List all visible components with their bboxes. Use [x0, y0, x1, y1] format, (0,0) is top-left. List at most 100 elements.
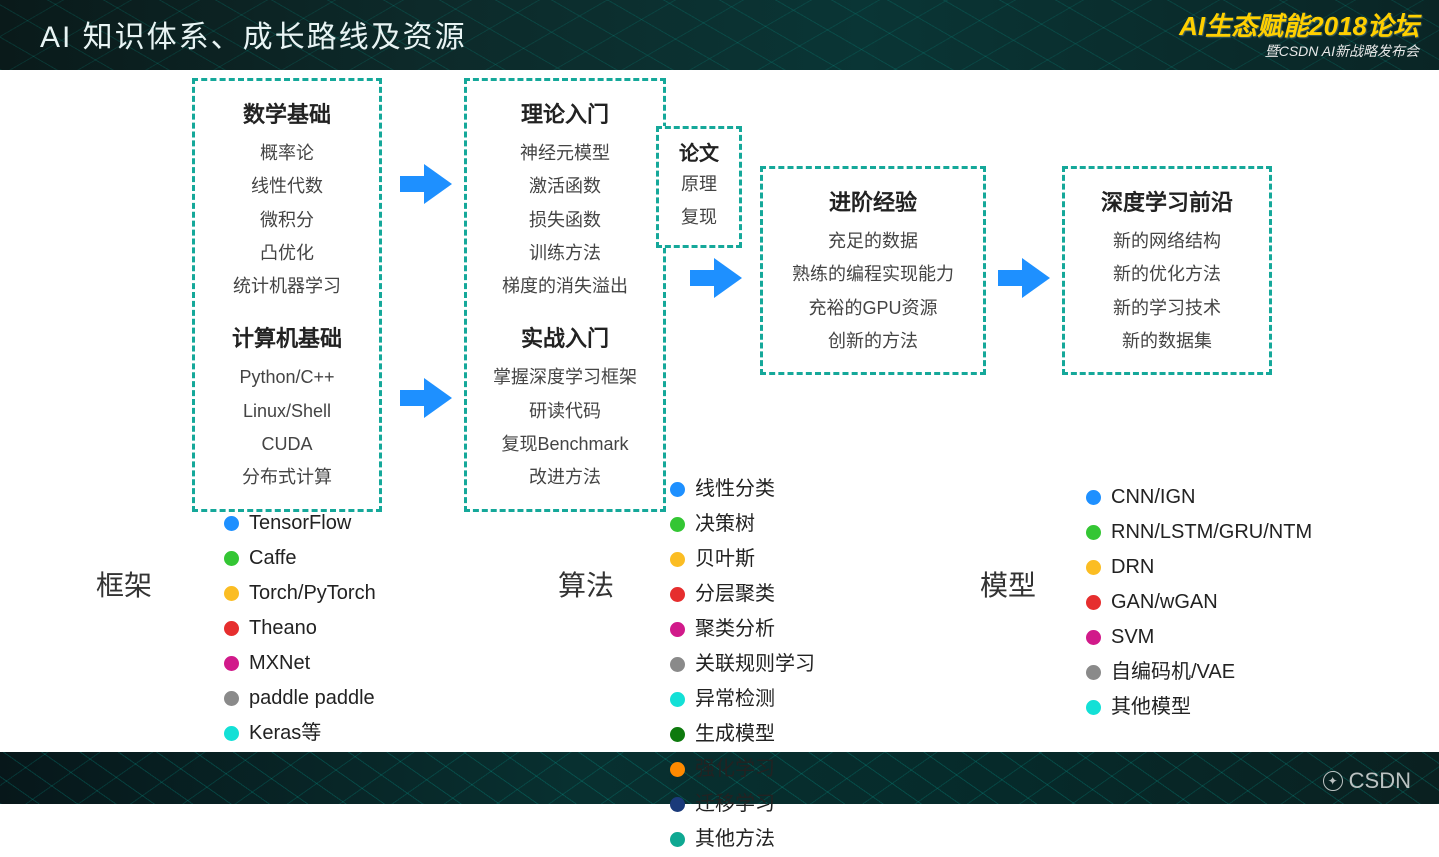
bullet-row: 决策树 [670, 507, 815, 542]
box-item: 训练方法 [493, 237, 637, 270]
box-item: 损失函数 [493, 204, 637, 237]
bullet-dot [670, 482, 685, 497]
bullet-text: 决策树 [695, 507, 755, 542]
bullet-text: GAN/wGAN [1111, 585, 1218, 620]
box-items: Python/C++Linux/ShellCUDA分布式计算 [221, 361, 353, 494]
box-items: 原理复现 [669, 168, 729, 235]
bullet-dot [1086, 490, 1101, 505]
bullet-row: 强化学习 [670, 752, 815, 787]
box-item: 激活函数 [493, 170, 637, 203]
bullet-dot [1086, 595, 1101, 610]
bullet-dot [670, 832, 685, 847]
box-item: 充裕的GPU资源 [789, 292, 957, 325]
box-item: Python/C++ [221, 361, 353, 394]
section-label-frameworks: 框架 [96, 564, 152, 604]
bullet-row: 线性分类 [670, 472, 815, 507]
bullet-row: 聚类分析 [670, 612, 815, 647]
wechat-icon: ✦ [1323, 771, 1343, 791]
box-paper: 论文 原理复现 [656, 126, 742, 248]
box-items: 概率论线性代数微积分凸优化统计机器学习 [221, 137, 353, 303]
bullet-text: MXNet [249, 646, 310, 681]
bullet-text: SVM [1111, 620, 1154, 655]
bullet-text: 自编码机/VAE [1111, 655, 1235, 690]
bullet-row: 其他模型 [1086, 690, 1312, 725]
bullet-dot [1086, 665, 1101, 680]
bullet-row: 分层聚类 [670, 577, 815, 612]
box-title: 计算机基础 [221, 321, 353, 353]
box-item: 充足的数据 [789, 225, 957, 258]
page-title: AI 知识体系、成长路线及资源 [40, 12, 467, 56]
box-theory-practice: 理论入门 神经元模型激活函数损失函数训练方法梯度的消失溢出 实战入门 掌握深度学… [464, 78, 666, 512]
box-item: 掌握深度学习框架 [493, 361, 637, 394]
bullet-text: 关联规则学习 [695, 647, 815, 682]
bullet-row: TensorFlow [224, 506, 376, 541]
bullet-row: RNN/LSTM/GRU/NTM [1086, 515, 1312, 550]
brand-main-text: AI生态赋能2018论坛 [1179, 6, 1419, 43]
bullet-row: 自编码机/VAE [1086, 655, 1312, 690]
bullet-row: SVM [1086, 620, 1312, 655]
arrow-icon [996, 254, 1052, 302]
bullet-dot [1086, 560, 1101, 575]
bullet-row: 异常检测 [670, 682, 815, 717]
bullet-text: 迁移学习 [695, 787, 775, 822]
bullet-dot [670, 552, 685, 567]
bullet-text: Torch/PyTorch [249, 576, 376, 611]
box-advanced: 进阶经验 充足的数据熟练的编程实现能力充裕的GPU资源创新的方法 [760, 166, 986, 375]
box-item: 新的网络结构 [1091, 225, 1243, 258]
box-item: 凸优化 [221, 237, 353, 270]
bullet-dot [670, 692, 685, 707]
bullet-text: TensorFlow [249, 506, 351, 541]
box-item: 复现 [669, 201, 729, 234]
bullet-row: CNN/IGN [1086, 480, 1312, 515]
bullet-dot [224, 586, 239, 601]
box-title: 数学基础 [221, 97, 353, 129]
bullet-text: 分层聚类 [695, 577, 775, 612]
box-item: 改进方法 [493, 461, 637, 494]
bullet-row: DRN [1086, 550, 1312, 585]
bullet-list-algorithms: 线性分类决策树贝叶斯分层聚类聚类分析关联规则学习异常检测生成模型强化学习迁移学习… [670, 472, 815, 857]
watermark-text: CSDN [1349, 768, 1411, 794]
box-title: 论文 [669, 137, 729, 166]
bullet-dot [1086, 700, 1101, 715]
bullet-text: 线性分类 [695, 472, 775, 507]
box-item: 新的数据集 [1091, 325, 1243, 358]
bullet-dot [1086, 630, 1101, 645]
bullet-dot [670, 587, 685, 602]
bullet-text: 聚类分析 [695, 612, 775, 647]
watermark: ✦ CSDN [1323, 768, 1411, 794]
bullet-row: MXNet [224, 646, 376, 681]
box-items: 神经元模型激活函数损失函数训练方法梯度的消失溢出 [493, 137, 637, 303]
box-title: 理论入门 [493, 97, 637, 129]
box-item: 研读代码 [493, 395, 637, 428]
bullet-text: 贝叶斯 [695, 542, 755, 577]
bullet-dot [670, 727, 685, 742]
box-items: 新的网络结构新的优化方法新的学习技术新的数据集 [1091, 225, 1243, 358]
bullet-dot [670, 762, 685, 777]
bullet-text: Theano [249, 611, 317, 646]
bullet-row: Torch/PyTorch [224, 576, 376, 611]
box-items: 充足的数据熟练的编程实现能力充裕的GPU资源创新的方法 [789, 225, 957, 358]
arrow-icon [398, 160, 454, 208]
box-item: 统计机器学习 [221, 270, 353, 303]
section-label-algorithms: 算法 [558, 564, 614, 604]
brand-block: AI生态赋能2018论坛 暨CSDN AI新战略发布会 [1179, 6, 1419, 61]
bullet-row: GAN/wGAN [1086, 585, 1312, 620]
bullet-dot [670, 622, 685, 637]
box-item: 微积分 [221, 204, 353, 237]
box-item: Linux/Shell [221, 395, 353, 428]
bullet-dot [670, 797, 685, 812]
bullet-text: paddle paddle [249, 681, 375, 716]
bullet-row: 生成模型 [670, 717, 815, 752]
bullet-row: 贝叶斯 [670, 542, 815, 577]
box-item: 新的优化方法 [1091, 258, 1243, 291]
box-item: 梯度的消失溢出 [493, 270, 637, 303]
box-item: 神经元模型 [493, 137, 637, 170]
box-title: 深度学习前沿 [1091, 185, 1243, 217]
bullet-row: paddle paddle [224, 681, 376, 716]
bullet-text: 强化学习 [695, 752, 775, 787]
box-item: 创新的方法 [789, 325, 957, 358]
bullet-row: Theano [224, 611, 376, 646]
bullet-dot [224, 516, 239, 531]
bullet-dot [670, 517, 685, 532]
box-item: 分布式计算 [221, 461, 353, 494]
